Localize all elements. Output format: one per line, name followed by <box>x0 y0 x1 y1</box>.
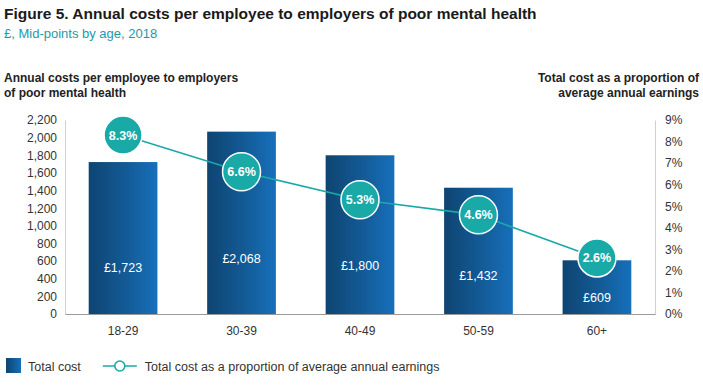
plot-area <box>89 116 632 314</box>
x-tick: 30-39 <box>226 314 257 338</box>
y-tick-label: 1,000 <box>27 219 57 233</box>
y-tick: 1,400 <box>27 184 65 198</box>
y2-tick: 9% <box>655 113 683 127</box>
y-tick-label: 400 <box>37 272 57 286</box>
y2-tick: 6% <box>655 178 683 192</box>
line-marker <box>223 153 261 191</box>
y-tick: 2,200 <box>27 113 65 127</box>
legend-label: Total cost <box>28 360 81 374</box>
y-tick: 1,600 <box>27 166 65 180</box>
y-tick-label: 1,600 <box>27 166 57 180</box>
x-tick: 40-49 <box>345 314 376 338</box>
bar-label: £1,723 <box>104 261 142 275</box>
x-tick-label: 18-29 <box>108 324 139 338</box>
y-tick-label: 1,800 <box>27 149 57 163</box>
point-label: 2.6% <box>583 251 612 265</box>
y-tick-label: 200 <box>37 290 57 304</box>
y2-tick-label: 8% <box>665 135 683 149</box>
legend-label: Total cost as a proportion of average an… <box>145 360 440 374</box>
y2-axis-title-line: average annual earnings <box>558 86 699 100</box>
y2-tick: 4% <box>655 221 683 235</box>
x-tick-label: 40-49 <box>345 324 376 338</box>
y2-tick-label: 1% <box>665 286 683 300</box>
y2-tick: 1% <box>655 286 683 300</box>
y-axis: 0 200 400 600 800 1,000 1,200 1,400 1,600 1,800 2,… <box>27 113 66 321</box>
y-axis-line <box>65 121 66 315</box>
bar-label: £2,068 <box>222 252 260 266</box>
y-tick-label: 0 <box>50 307 57 321</box>
y-tick: 1,200 <box>27 202 65 216</box>
x-axis-line <box>66 314 656 315</box>
x-tick: 18-29 <box>108 314 139 338</box>
line-marker <box>459 196 497 234</box>
y2-tick: 0% <box>655 307 683 321</box>
legend-swatch-marker <box>115 361 125 371</box>
point-label: 4.6% <box>464 208 493 222</box>
y2-tick-label: 3% <box>665 243 683 257</box>
x-tick: 50-59 <box>463 314 494 338</box>
line <box>123 135 597 258</box>
chart: Figure 5. Annual costs per employee to e… <box>0 0 703 390</box>
y2-tick: 5% <box>655 200 683 214</box>
y-tick-label: 1,400 <box>27 184 57 198</box>
x-axis: 18-29 30-39 40-49 50-59 60+ <box>66 314 656 338</box>
y-tick: 0 <box>50 307 65 321</box>
bar <box>444 188 513 314</box>
bar <box>326 155 395 314</box>
x-tick-label: 50-59 <box>463 324 494 338</box>
x-tick-label: 30-39 <box>226 324 257 338</box>
y2-tick: 8% <box>655 135 683 149</box>
y-tick-label: 600 <box>37 254 57 268</box>
bar <box>207 132 276 314</box>
title: Figure 5. Annual costs per employee to e… <box>4 5 537 22</box>
y2-tick: 3% <box>655 243 683 257</box>
y2-tick: 7% <box>655 156 683 170</box>
y2-tick-label: 7% <box>665 156 683 170</box>
legend-swatch <box>6 358 21 373</box>
y2-tick-label: 6% <box>665 178 683 192</box>
y-tick: 400 <box>37 272 65 286</box>
y-tick: 1,000 <box>27 219 65 233</box>
y2-axis-title-line: Total cost as a proportion of <box>538 71 700 85</box>
bar <box>89 162 158 314</box>
y2-tick-label: 4% <box>665 221 683 235</box>
y-tick-label: 800 <box>37 237 57 251</box>
y-tick: 2,000 <box>27 131 65 145</box>
y-tick-label: 2,000 <box>27 131 57 145</box>
y-tick: 1,800 <box>27 149 65 163</box>
legend-item: Total cost <box>6 358 81 374</box>
y2-tick-label: 2% <box>665 264 683 278</box>
y-axis-title: Annual costs per employee to employersof… <box>4 71 238 100</box>
y-tick-label: 2,200 <box>27 113 57 127</box>
y2-tick-label: 5% <box>665 200 683 214</box>
point-label: 6.6% <box>227 165 256 179</box>
legend: Total cost Total cost as a proportion of … <box>6 358 439 374</box>
y2-axis-line <box>655 121 656 315</box>
line-marker <box>104 116 142 154</box>
subtitle: £, Mid-points by age, 2018 <box>4 26 157 41</box>
y-tick: 600 <box>37 254 65 268</box>
y-tick: 200 <box>37 290 65 304</box>
x-tick-label: 60+ <box>587 324 607 338</box>
bar-label: £609 <box>583 291 611 305</box>
line-marker <box>578 239 616 277</box>
y-tick: 800 <box>37 237 65 251</box>
point-label: 5.3% <box>346 193 375 207</box>
y-axis-title-line: of poor mental health <box>4 86 126 100</box>
y-axis-title-line: Annual costs per employee to employers <box>4 71 238 85</box>
y2-axis-title: Total cost as a proportion ofaverage ann… <box>538 71 700 100</box>
y2-tick: 2% <box>655 264 683 278</box>
x-tick: 60+ <box>587 314 607 338</box>
y2-axis: 0% 1% 2% 3% 4% 5% 6% 7% 8% 9% <box>655 113 683 321</box>
y-tick-label: 1,200 <box>27 202 57 216</box>
data-labels: £1,723 £2,068 £1,800 £1,432 £609 8.3% 6.6% 5.3%… <box>104 129 611 305</box>
bar-label: £1,432 <box>459 269 497 283</box>
y2-tick-label: 0% <box>665 307 683 321</box>
line-marker <box>341 181 379 219</box>
y2-tick-label: 9% <box>665 113 683 127</box>
bar-label: £1,800 <box>341 259 379 273</box>
point-label: 8.3% <box>109 129 138 143</box>
legend-item: Total cost as a proportion of average an… <box>103 360 440 374</box>
